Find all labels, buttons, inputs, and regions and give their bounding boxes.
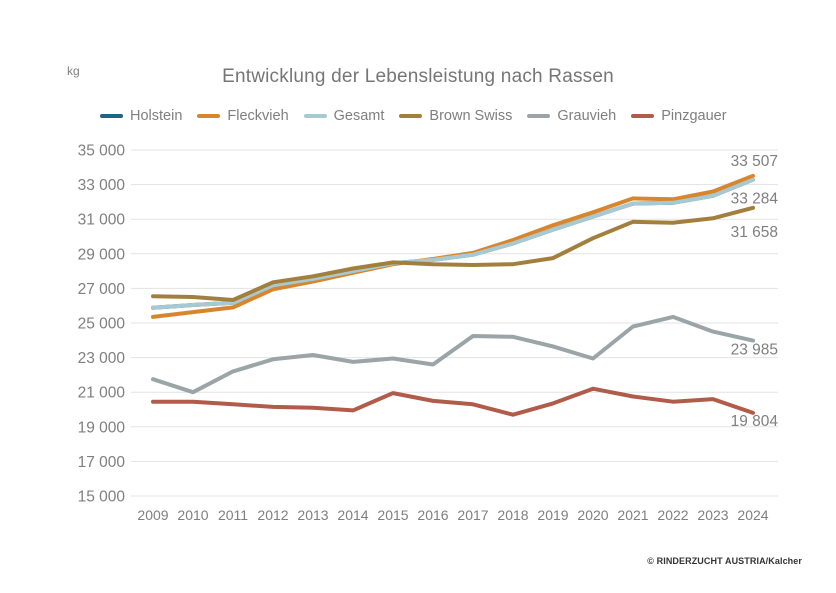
x-axis-tick-label: 2018 xyxy=(497,507,528,523)
y-axis-unit-label: kg xyxy=(67,64,80,78)
series-end-value-label: 31 658 xyxy=(731,224,778,241)
x-axis-tick-label: 2012 xyxy=(257,507,288,523)
y-axis-tick-label: 31 000 xyxy=(78,212,126,229)
x-axis-tick-label: 2023 xyxy=(697,507,728,523)
y-axis-tick-label: 35 000 xyxy=(78,143,126,160)
y-axis-tick-label: 25 000 xyxy=(78,316,126,333)
y-axis-tick-label: 17 000 xyxy=(78,454,126,471)
x-axis-tick-label: 2024 xyxy=(737,507,768,523)
y-axis-tick-label: 15 000 xyxy=(78,489,126,506)
y-axis-tick-label: 21 000 xyxy=(78,385,126,402)
x-axis-tick-label: 2011 xyxy=(218,507,248,523)
legend-color-swatch xyxy=(527,114,551,118)
legend-label: Holstein xyxy=(130,108,183,124)
x-axis-tick-label: 2014 xyxy=(337,507,368,523)
series-end-value-label: 33 284 xyxy=(731,191,779,208)
x-axis-tick-label: 2009 xyxy=(137,507,168,523)
series-line-gesamt xyxy=(151,177,755,310)
y-axis-tick-label: 29 000 xyxy=(78,246,126,263)
chart-legend: Holstein Fleckvieh Gesamt Brown Swiss Grauvi… xyxy=(100,108,727,124)
y-axis-tick-label: 23 000 xyxy=(78,350,126,367)
legend-label: Pinzgauer xyxy=(661,108,727,124)
x-axis-tick-label: 2019 xyxy=(537,507,568,523)
x-axis-tick-label: 2020 xyxy=(577,507,608,523)
series-end-value-label: 23 985 xyxy=(731,342,778,359)
legend-label: Fleckvieh xyxy=(227,108,289,124)
legend-item-pinzgauer: Pinzgauer xyxy=(631,108,727,124)
legend-item-holstein: Holstein xyxy=(100,108,182,124)
x-axis-tick-label: 2015 xyxy=(377,507,408,523)
x-axis-tick-label: 2016 xyxy=(417,507,448,523)
legend-color-swatch xyxy=(399,114,423,118)
series-line-pinzgauer xyxy=(151,386,755,417)
x-axis-tick-label: 2021 xyxy=(617,507,648,523)
legend-color-swatch xyxy=(303,114,327,118)
x-axis-tick-label: 2022 xyxy=(657,507,688,523)
y-axis-tick-label: 19 000 xyxy=(78,419,126,436)
x-axis-tick-label: 2013 xyxy=(297,507,328,523)
legend-color-swatch xyxy=(197,114,221,118)
series-end-value-label: 19 804 xyxy=(731,413,779,430)
series-line-grauvieh xyxy=(151,314,755,395)
legend-item-brown-swiss: Brown Swiss xyxy=(399,108,512,124)
legend-item-gesamt: Gesamt xyxy=(303,108,385,124)
series-end-value-label: 33 507 xyxy=(731,153,778,170)
legend-color-swatch xyxy=(631,114,655,118)
x-axis-tick-label: 2017 xyxy=(457,507,488,523)
y-axis-tick-label: 33 000 xyxy=(78,177,126,194)
legend-label: Gesamt xyxy=(333,108,385,124)
legend-item-fleckvieh: Fleckvieh xyxy=(197,108,289,124)
legend-label: Grauvieh xyxy=(557,108,617,124)
chart-title: Entwicklung der Lebensleistung nach Rass… xyxy=(222,66,614,87)
legend-color-swatch xyxy=(100,114,123,118)
legend-item-grauvieh: Grauvieh xyxy=(527,108,616,124)
legend-label: Brown Swiss xyxy=(429,108,513,124)
x-axis-tick-label: 2010 xyxy=(177,507,208,523)
copyright-credit: © RINDERZUCHT AUSTRIA/Kalcher xyxy=(647,556,802,566)
y-axis-tick-label: 27 000 xyxy=(78,281,126,298)
series-line-brown-swiss xyxy=(151,205,755,302)
